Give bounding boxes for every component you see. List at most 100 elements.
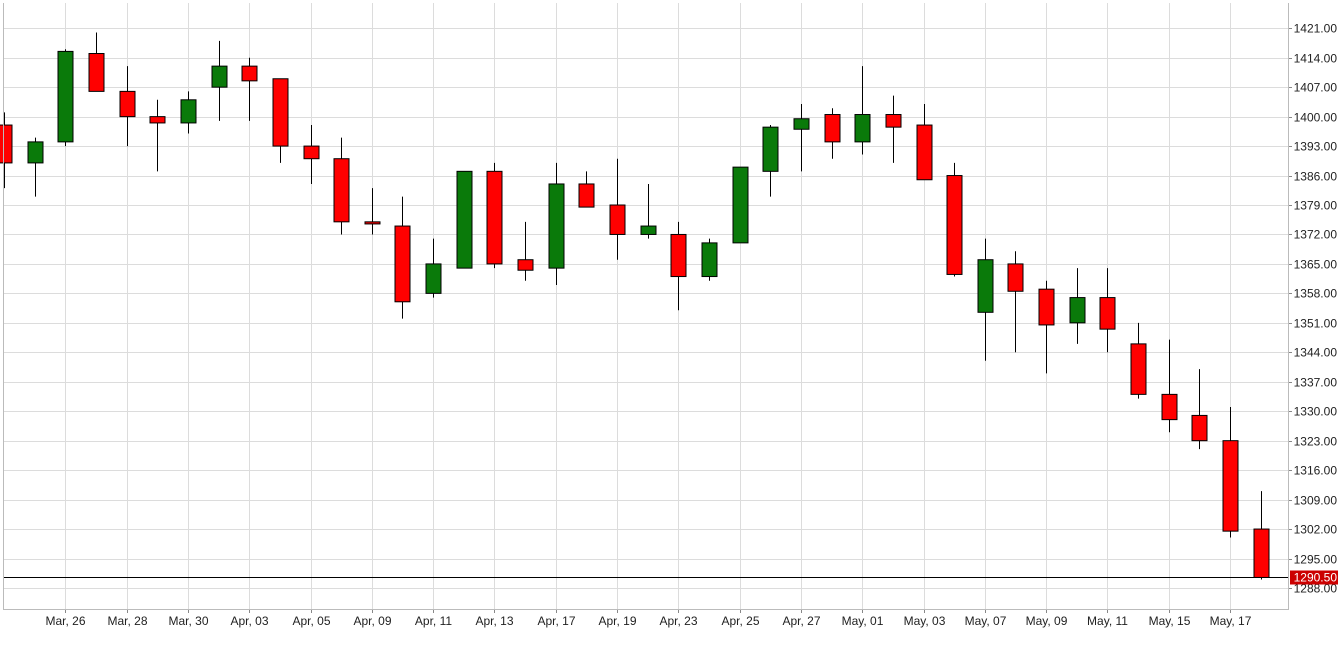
x-tick-label: Mar, 28 — [107, 614, 147, 628]
candle-body-up — [57, 50, 74, 143]
y-tick-label: 1351.00 — [1294, 317, 1338, 331]
candle-body-down — [1099, 297, 1116, 330]
candle-body-up — [211, 65, 228, 88]
candle — [88, 32, 105, 92]
candle-body-down — [364, 221, 381, 225]
y-tick-label: 1295.00 — [1294, 553, 1338, 567]
x-tick-label: May, 17 — [1210, 614, 1252, 628]
candle-body-down — [333, 158, 350, 223]
y-tick-label: 1358.00 — [1294, 287, 1338, 301]
candle — [149, 99, 166, 172]
candle-body-up — [640, 225, 657, 235]
y-tick-label: 1372.00 — [1294, 228, 1338, 242]
candle — [1099, 268, 1116, 353]
y-axis: 1421.00 1414.00 1407.00 1400.00 1393.00 1386.… — [1288, 22, 1337, 596]
candle-body-down — [609, 204, 626, 235]
candle-body-down — [1038, 288, 1055, 326]
candle — [762, 125, 779, 197]
candle — [1007, 251, 1024, 353]
x-tick-label: Apr, 27 — [782, 614, 820, 628]
candle-body-up — [27, 141, 44, 164]
candle-body-down — [119, 90, 136, 118]
candle — [1130, 322, 1147, 399]
candle-body-down — [149, 116, 166, 124]
candle-body-down — [88, 53, 105, 92]
y-tick-label: 1316.00 — [1294, 464, 1338, 478]
y-tick-label: 1323.00 — [1294, 435, 1338, 449]
candle-body-down — [670, 233, 687, 278]
candle — [885, 95, 902, 163]
candle — [916, 104, 933, 181]
x-tick-label: May, 01 — [842, 614, 884, 628]
candle-body-down — [1130, 343, 1147, 395]
grid-lines — [3, 3, 1288, 609]
candle — [1253, 491, 1270, 580]
candle-body-down — [1007, 263, 1024, 292]
y-tick-label: 1302.00 — [1294, 523, 1338, 537]
candle — [1161, 339, 1178, 433]
candle — [456, 170, 473, 269]
x-tick-label: May, 09 — [1026, 614, 1068, 628]
y-tick-label: 1421.00 — [1294, 22, 1338, 36]
candle — [854, 66, 871, 155]
candle-body-up — [548, 183, 565, 269]
candle — [732, 166, 749, 244]
candle-body-up — [425, 263, 442, 294]
x-tick-label: Mar, 26 — [45, 614, 85, 628]
candle — [119, 66, 136, 147]
x-tick-label: May, 11 — [1087, 614, 1128, 628]
y-tick-label: 1393.00 — [1294, 140, 1338, 154]
candle — [364, 188, 381, 235]
x-tick-label: Apr, 13 — [475, 614, 513, 628]
y-tick-label: 1379.00 — [1294, 199, 1338, 213]
candle — [1191, 369, 1208, 450]
x-tick-label: Apr, 09 — [353, 614, 391, 628]
candle-body-down — [394, 225, 411, 303]
candle-body-down — [303, 145, 320, 160]
y-tick-label: 1407.00 — [1294, 81, 1338, 95]
x-tick-label: Apr, 17 — [537, 614, 575, 628]
candle — [57, 49, 74, 147]
candle — [1222, 407, 1239, 538]
candle-body-down — [517, 259, 534, 271]
candle — [180, 91, 197, 134]
candle-body-up — [732, 166, 749, 244]
last-price-label: 1290.50 — [1294, 571, 1338, 585]
candles — [0, 32, 1270, 580]
candle — [793, 104, 810, 172]
y-tick-label: 1344.00 — [1294, 346, 1338, 360]
plot-background — [3, 3, 1288, 609]
candle — [425, 238, 442, 298]
candle-body-up — [793, 118, 810, 130]
candle — [548, 162, 565, 285]
candle-body-down — [578, 183, 595, 208]
x-tick-label: Mar, 30 — [168, 614, 208, 628]
y-tick-label: 1386.00 — [1294, 170, 1338, 184]
x-tick-label: Apr, 19 — [598, 614, 636, 628]
y-tick-label: 1414.00 — [1294, 52, 1338, 66]
x-tick-label: Apr, 05 — [292, 614, 330, 628]
candle-body-down — [272, 78, 289, 147]
candle-body-down — [241, 65, 258, 82]
candle — [701, 238, 718, 281]
y-tick-label: 1365.00 — [1294, 258, 1338, 272]
candle — [609, 158, 626, 260]
candle — [578, 171, 595, 208]
x-tick-label: May, 07 — [965, 614, 1007, 628]
y-tick-label: 1288.00 — [1294, 582, 1338, 596]
candle — [824, 108, 841, 159]
candle — [211, 40, 228, 121]
candle-body-up — [977, 259, 994, 313]
candle-body-down — [486, 170, 503, 265]
candle-body-up — [854, 114, 871, 143]
x-tick-label: May, 03 — [904, 614, 946, 628]
candle — [27, 137, 44, 197]
candle — [670, 221, 687, 311]
candle-body-down — [946, 175, 963, 275]
candle-body-up — [1069, 297, 1086, 324]
candle — [1038, 280, 1055, 374]
candle — [640, 183, 657, 239]
candle-body-down — [1161, 393, 1178, 421]
x-axis: Mar, 26 Mar, 28 Mar, 30 Apr, 03 Apr, 05 Apr, … — [45, 609, 1252, 628]
